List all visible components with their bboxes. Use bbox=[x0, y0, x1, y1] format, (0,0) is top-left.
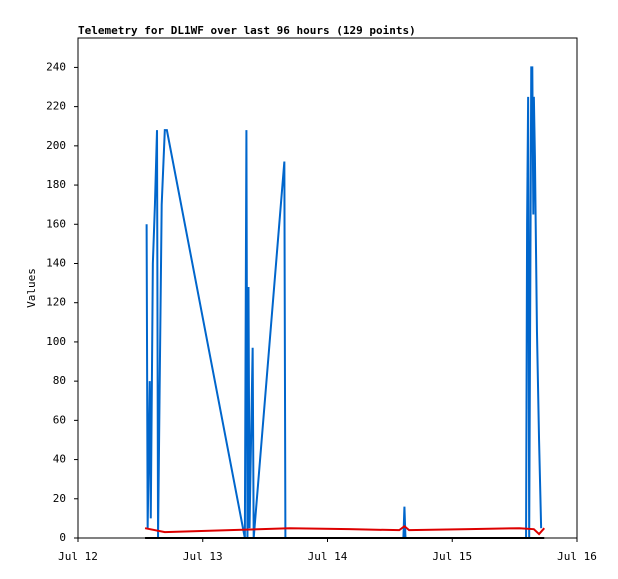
x-tick-label: Jul 15 bbox=[432, 550, 472, 563]
y-tick-label: 160 bbox=[46, 217, 66, 230]
x-tick-label: Jul 14 bbox=[308, 550, 348, 563]
y-tick-label: 120 bbox=[46, 296, 66, 309]
series-line bbox=[145, 66, 543, 539]
y-tick-label: 240 bbox=[46, 60, 66, 73]
y-tick-label: 20 bbox=[53, 492, 66, 505]
y-tick-label: 180 bbox=[46, 178, 66, 191]
y-tick-label: 40 bbox=[53, 453, 66, 466]
x-tick-label: Jul 13 bbox=[183, 550, 223, 563]
y-tick-label: 220 bbox=[46, 100, 66, 113]
y-tick-label: 0 bbox=[59, 531, 66, 544]
y-tick-label: 140 bbox=[46, 256, 66, 269]
chart-title: Telemetry for DL1WF over last 96 hours (… bbox=[78, 24, 416, 37]
y-tick-label: 100 bbox=[46, 335, 66, 348]
x-tick-label: Jul 12 bbox=[58, 550, 98, 563]
y-axis-label: Values bbox=[25, 268, 38, 308]
y-tick-label: 200 bbox=[46, 139, 66, 152]
y-tick-label: 80 bbox=[53, 374, 66, 387]
y-tick-label: 60 bbox=[53, 413, 66, 426]
series-line bbox=[144, 524, 546, 536]
x-tick-label: Jul 16 bbox=[557, 550, 597, 563]
